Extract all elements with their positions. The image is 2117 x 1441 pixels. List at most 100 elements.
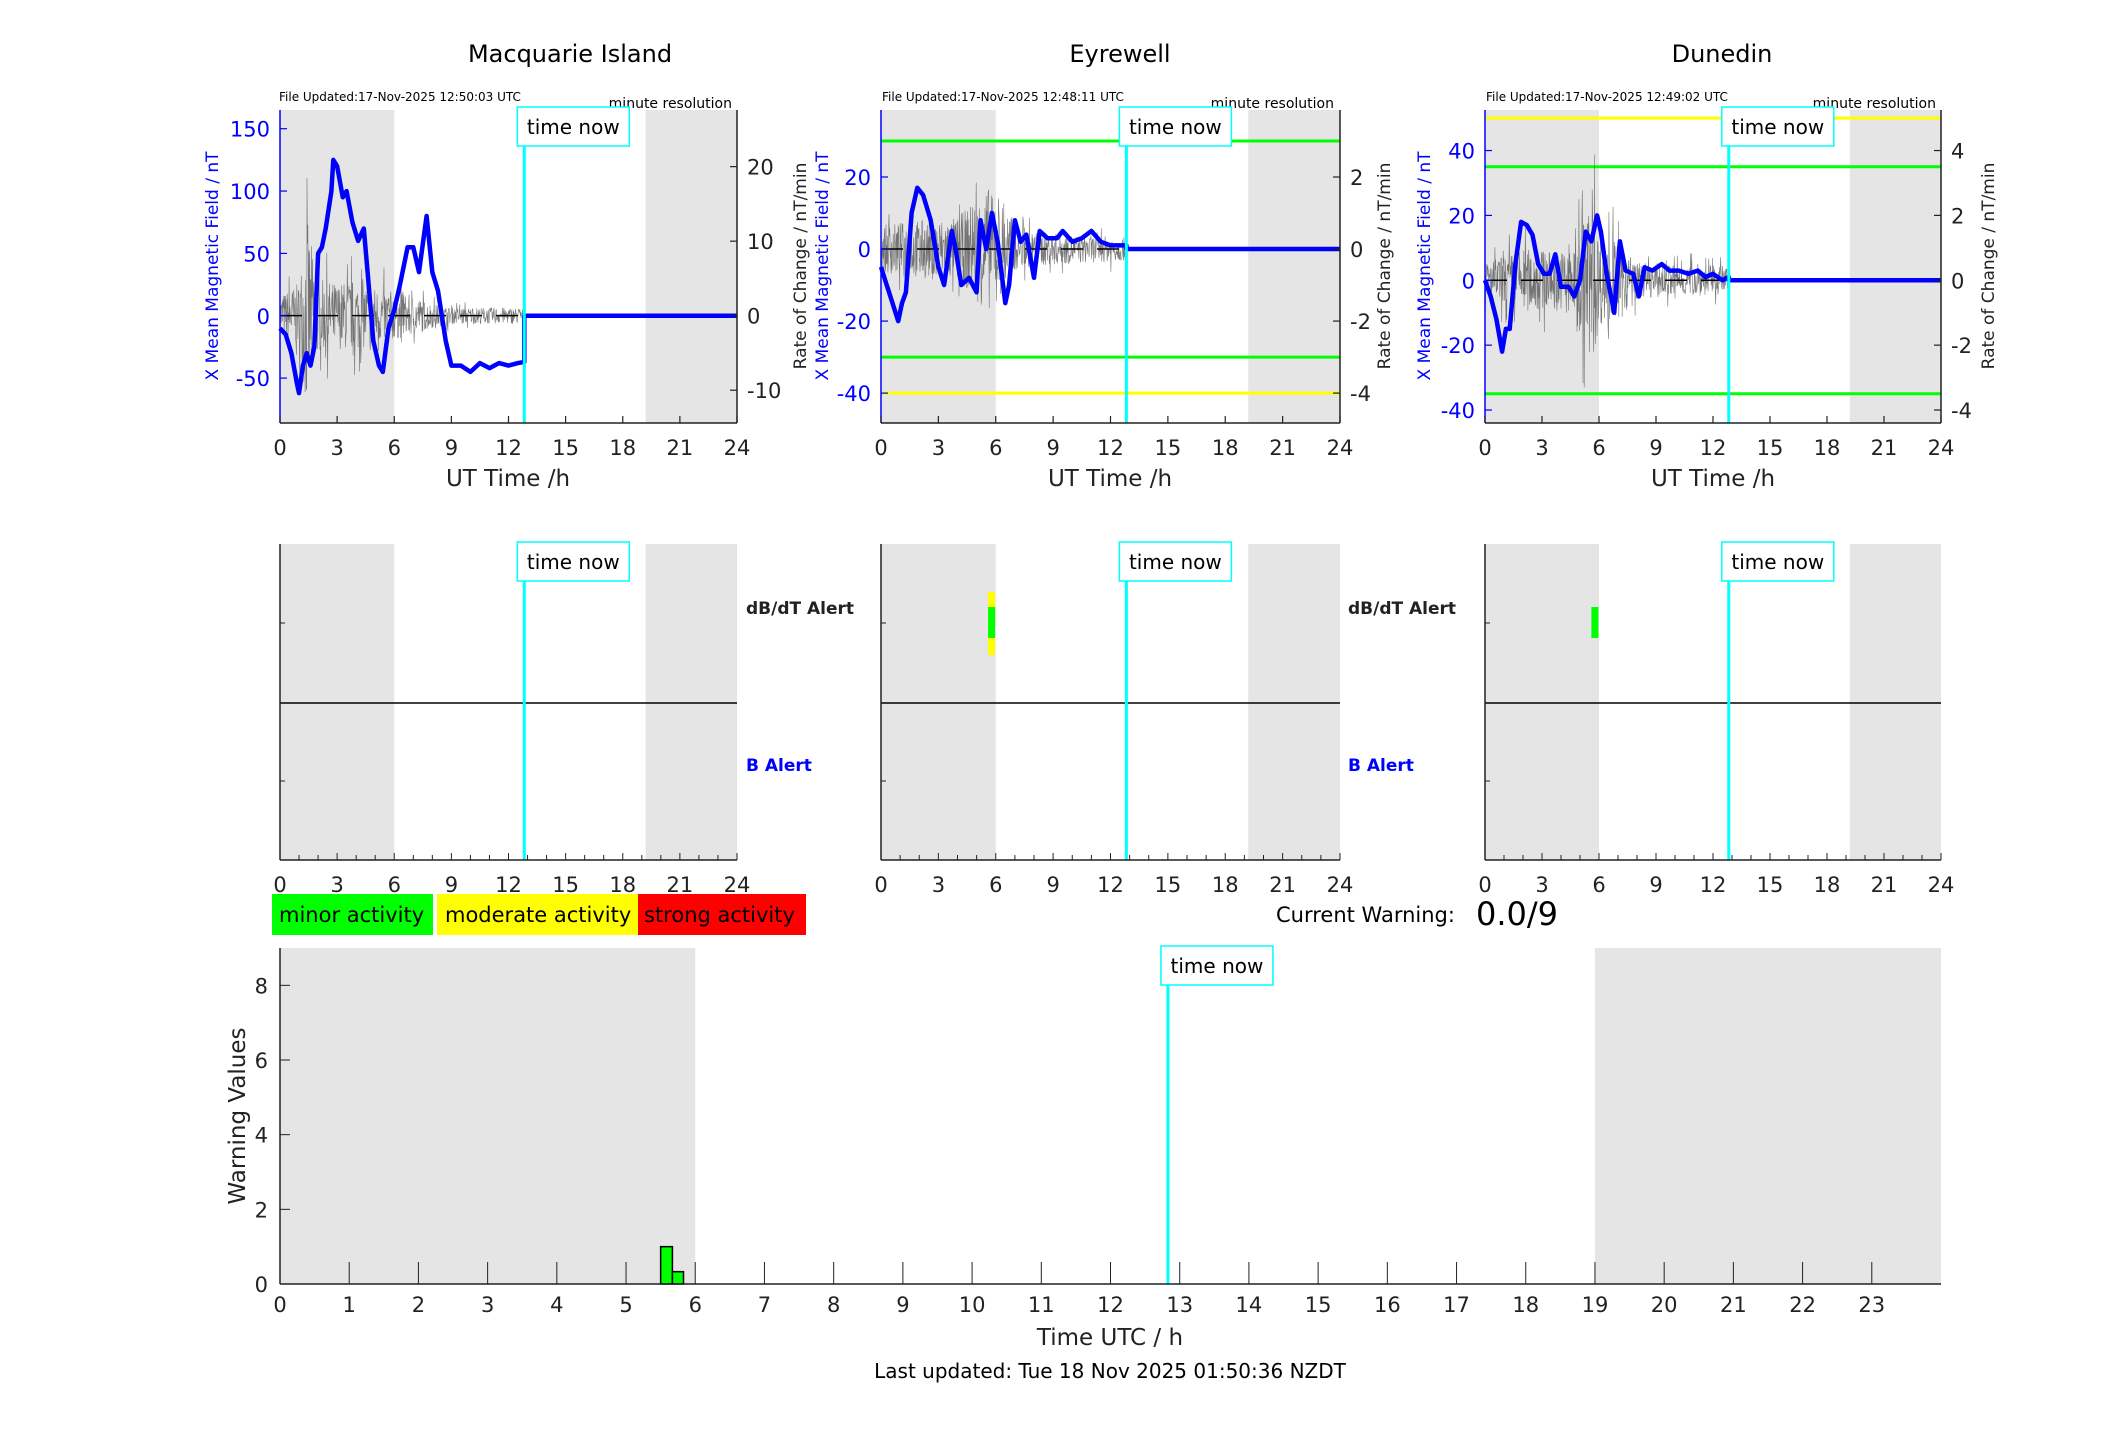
macquarie-island-alert-xtick-label: 24: [724, 873, 751, 897]
last-updated: Last updated: Tue 18 Nov 2025 01:50:36 N…: [874, 1359, 1346, 1383]
dunedin-b-field-line: [1482, 213, 1941, 354]
eyrewell-y2tick-label: 2: [1350, 166, 1363, 190]
eyrewell-y2tick-label: -2: [1350, 310, 1371, 334]
macquarie-island-dbdt-trace: [279, 177, 525, 393]
warning-time-now-label: time now: [1171, 954, 1264, 978]
warning-ytick-label: 2: [255, 1198, 268, 1222]
macquarie-island-ytick-label: 50: [243, 242, 270, 266]
eyrewell-alert-night-shade: [881, 544, 996, 860]
warning-xtick-label: 14: [1236, 1293, 1263, 1317]
dunedin-xtick-label: 24: [1928, 436, 1955, 460]
macquarie-island-y2tick-label: 20: [747, 156, 774, 180]
dunedin-ytick-label: 40: [1448, 140, 1475, 164]
dunedin-ytick-label: 0: [1462, 269, 1475, 293]
warning-xtick-label: 9: [896, 1293, 909, 1317]
dunedin-xtick-label: 12: [1700, 436, 1727, 460]
eyrewell-alert-xtick-label: 18: [1212, 873, 1239, 897]
dunedin-time-now-label: time now: [1731, 115, 1824, 139]
macquarie-island-alert-night-shade: [645, 544, 737, 860]
eyrewell-ytick-label: -40: [837, 382, 871, 406]
macquarie-island-alert-xtick-label: 3: [330, 873, 343, 897]
warning-xtick-label: 23: [1858, 1293, 1885, 1317]
macquarie-island-alert-xtick-label: 12: [495, 873, 522, 897]
eyrewell-alert-xtick-label: 12: [1097, 873, 1124, 897]
warning-xtick-label: 19: [1582, 1293, 1609, 1317]
eyrewell-xtick-label: 9: [1046, 436, 1059, 460]
warning-xlabel: Time UTC / h: [1036, 1325, 1183, 1351]
macquarie-island-xtick-label: 9: [445, 436, 458, 460]
dunedin-ytick-label: -20: [1441, 334, 1475, 358]
dunedin-alert-time-now-label: time now: [1731, 550, 1824, 574]
macquarie-island-ytick-label: 0: [257, 305, 270, 329]
macquarie-island-xtick-label: 3: [330, 436, 343, 460]
eyrewell-alert-xtick-label: 6: [989, 873, 1002, 897]
station-title-dunedin: Dunedin: [1672, 40, 1773, 68]
legend-moderate-swatch: [437, 894, 638, 935]
eyrewell-alert-xtick-label: 0: [874, 873, 887, 897]
warning-bar: [659, 1245, 674, 1285]
eyrewell-alert-xtick-label: 9: [1046, 873, 1059, 897]
legend-strong-label: strong activity: [644, 903, 795, 927]
macquarie-island-alert-xtick-label: 9: [445, 873, 458, 897]
warning-ylabel: Warning Values: [225, 1027, 251, 1204]
y2label-macquarie: Rate of Change / nT/min: [791, 163, 811, 370]
dunedin-y2tick-label: 0: [1951, 269, 1964, 293]
dunedin-night-shade: [1849, 110, 1941, 423]
dunedin-alert-xtick-label: 9: [1649, 873, 1662, 897]
eyrewell-xtick-label: 21: [1269, 436, 1296, 460]
macquarie-island-xtick-label: 21: [667, 436, 694, 460]
macquarie-island-alert-time-now-label: time now: [527, 550, 620, 574]
warning-xtick-label: 10: [959, 1293, 986, 1317]
resolution-label-dunedin: minute resolution: [1813, 96, 1936, 112]
eyrewell-time-now-label: time now: [1129, 115, 1222, 139]
dunedin-alert-xtick-label: 15: [1757, 873, 1784, 897]
macquarie-island-time-now-label: time now: [527, 115, 620, 139]
warning-xtick-label: 0: [273, 1293, 286, 1317]
eyrewell-xtick-label: 15: [1155, 436, 1182, 460]
warning-ytick-label: 6: [255, 1049, 268, 1073]
eyrewell-xtick-label: 0: [874, 436, 887, 460]
warning-xtick-label: 3: [481, 1293, 494, 1317]
b-alert-label-1: B Alert: [746, 756, 812, 776]
eyrewell-dbdt-trace: [880, 182, 1127, 308]
ylabel-eyrewell: X Mean Magnetic Field / nT: [813, 151, 833, 381]
dunedin-alert-xtick-label: 24: [1928, 873, 1955, 897]
dunedin-alert-xtick-label: 18: [1814, 873, 1841, 897]
dunedin-alert-time-now-box: [1721, 541, 1835, 582]
eyrewell-ytick-label: -20: [837, 310, 871, 334]
macquarie-island-night-shade: [645, 110, 737, 423]
b-alert-label-2: B Alert: [1348, 756, 1414, 776]
eyrewell-alert-time-now-label: time now: [1129, 550, 1222, 574]
macquarie-island-xtick-label: 0: [273, 436, 286, 460]
legend-strong-swatch: [638, 894, 806, 935]
macquarie-island-alert-xtick-label: 21: [667, 873, 694, 897]
legend-moderate-label: moderate activity: [445, 903, 631, 927]
macquarie-island-alert-xtick-label: 15: [552, 873, 579, 897]
macquarie-island-xtick-label: 15: [552, 436, 579, 460]
warning-night-shade: [1594, 948, 1941, 1284]
eyrewell-xtick-label: 6: [989, 436, 1002, 460]
eyrewell-dbdt-alert-bar: [988, 607, 996, 638]
warning-xtick-label: 13: [1166, 1293, 1193, 1317]
eyrewell-alert-xtick-label: 3: [932, 873, 945, 897]
macquarie-island-xtick-label: 24: [724, 436, 751, 460]
macquarie-island-alert-xtick-label: 0: [273, 873, 286, 897]
dunedin-alert-xtick-label: 6: [1592, 873, 1605, 897]
eyrewell-ytick-label: 20: [844, 166, 871, 190]
resolution-label-macquarie: minute resolution: [609, 96, 732, 112]
dunedin-y2tick-label: 4: [1951, 140, 1964, 164]
eyrewell-y2tick-label: -4: [1350, 382, 1371, 406]
station-title-macquarie: Macquarie Island: [468, 40, 672, 68]
macquarie-island-y2tick-label: 10: [747, 230, 774, 254]
file-updated-dunedin: File Updated:17-Nov-2025 12:49:02 UTC: [1486, 90, 1728, 104]
dunedin-time-now-box: [1721, 106, 1835, 147]
macquarie-island-y2tick-label: -10: [747, 379, 781, 403]
warning-ytick-label: 4: [255, 1124, 268, 1148]
dunedin-alert-xtick-label: 12: [1700, 873, 1727, 897]
warning-xtick-label: 12: [1097, 1293, 1124, 1317]
warning-xtick-label: 22: [1789, 1293, 1816, 1317]
eyrewell-alert-xtick-label: 21: [1269, 873, 1296, 897]
warning-time-now-box: [1160, 945, 1274, 986]
macquarie-island-alert-time-now-box: [516, 541, 631, 582]
